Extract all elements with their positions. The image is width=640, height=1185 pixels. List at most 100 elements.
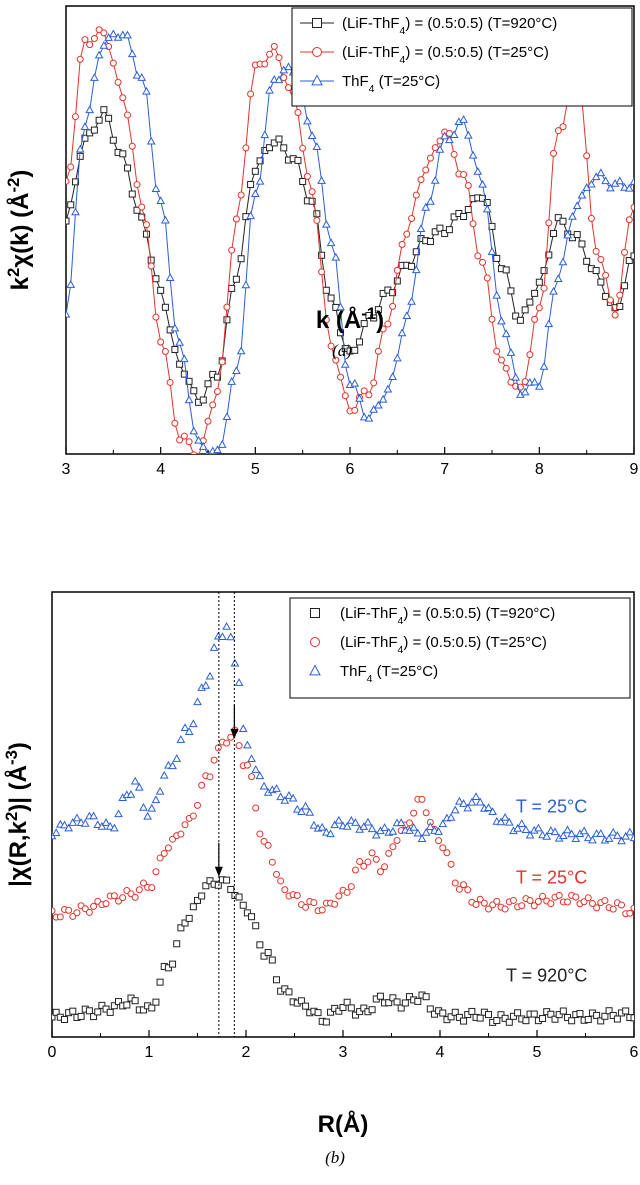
data-point <box>85 105 95 114</box>
data-point <box>364 858 372 866</box>
data-point <box>235 893 243 901</box>
data-point <box>60 820 69 829</box>
data-point <box>90 73 99 81</box>
data-point <box>459 115 468 123</box>
plot-area <box>66 26 634 454</box>
data-point <box>317 176 326 184</box>
x-tick-label: 4 <box>436 1044 445 1061</box>
data-point <box>563 230 573 239</box>
data-point <box>551 1015 559 1023</box>
data-point <box>459 799 468 807</box>
data-point <box>534 898 542 906</box>
data-point <box>579 826 589 835</box>
data-point <box>540 284 548 292</box>
data-point <box>90 1013 98 1021</box>
data-point <box>297 997 305 1005</box>
data-point <box>483 274 491 282</box>
data-point <box>234 678 244 686</box>
data-point <box>406 819 414 827</box>
data-point <box>624 183 634 192</box>
data-point <box>369 405 379 413</box>
data-point <box>210 756 218 764</box>
data-point <box>281 886 289 894</box>
series-2 <box>66 26 634 454</box>
data-point <box>130 776 140 785</box>
data-point <box>402 311 412 320</box>
data-point <box>343 998 351 1006</box>
data-point <box>222 621 231 630</box>
data-point <box>460 213 468 221</box>
data-point <box>180 723 190 732</box>
data-point <box>545 251 553 259</box>
data-point <box>272 870 280 878</box>
data-point <box>463 130 473 139</box>
data-point <box>605 183 615 192</box>
data-point <box>553 274 563 283</box>
data-point <box>285 988 293 996</box>
data-point <box>620 182 629 191</box>
data-point <box>372 855 380 863</box>
data-point <box>156 854 164 862</box>
data-point <box>123 1001 131 1009</box>
data-point <box>591 172 601 181</box>
data-point <box>164 844 172 852</box>
data-point <box>90 35 98 43</box>
data-point <box>346 815 356 824</box>
data-point <box>572 893 580 901</box>
data-point <box>538 830 547 839</box>
data-point <box>198 442 208 450</box>
data-point <box>185 377 193 385</box>
data-point <box>261 60 269 68</box>
data-point <box>587 214 595 222</box>
data-point <box>493 897 501 905</box>
data-point <box>431 144 439 152</box>
data-point <box>434 827 443 835</box>
series-1 <box>66 106 634 406</box>
data-point <box>385 849 393 857</box>
data-point <box>588 835 597 844</box>
data-point <box>205 671 215 680</box>
legend-item: (LiF-ThF4) = (0.5:0.5) (T=25°C) <box>300 44 549 66</box>
data-point <box>547 1010 555 1018</box>
data-point <box>307 131 317 139</box>
data-point <box>493 347 501 355</box>
data-point <box>312 142 322 151</box>
data-point <box>608 827 618 836</box>
data-point <box>496 817 506 826</box>
data-point <box>326 238 336 247</box>
data-point <box>617 836 626 845</box>
data-point <box>376 992 384 1000</box>
data-point <box>102 900 110 908</box>
data-point <box>135 886 143 894</box>
data-point <box>605 1007 613 1015</box>
data-point <box>583 833 593 842</box>
data-point <box>482 204 492 213</box>
data-point <box>331 252 341 261</box>
peak-arrow <box>214 842 223 877</box>
data-point <box>426 238 434 246</box>
data-point <box>190 451 198 454</box>
data-point <box>109 136 117 144</box>
data-point <box>90 902 98 910</box>
data-point <box>77 1012 85 1020</box>
plot-area <box>52 621 634 1026</box>
data-point <box>270 139 278 147</box>
data-point <box>476 895 484 903</box>
data-point <box>396 818 406 826</box>
data-point <box>473 166 483 175</box>
data-point <box>506 348 516 356</box>
data-point <box>131 997 139 1005</box>
data-point <box>310 899 318 907</box>
data-point <box>501 905 509 913</box>
data-point <box>93 820 103 829</box>
data-point <box>255 771 265 780</box>
data-point <box>602 271 610 279</box>
data-point <box>447 860 455 868</box>
panel-caption: (b) <box>325 1148 345 1167</box>
data-point <box>439 1009 447 1017</box>
data-point <box>126 789 136 798</box>
series-1 <box>52 876 634 1026</box>
data-point <box>407 296 416 305</box>
data-point <box>330 820 340 829</box>
data-point <box>305 807 315 816</box>
